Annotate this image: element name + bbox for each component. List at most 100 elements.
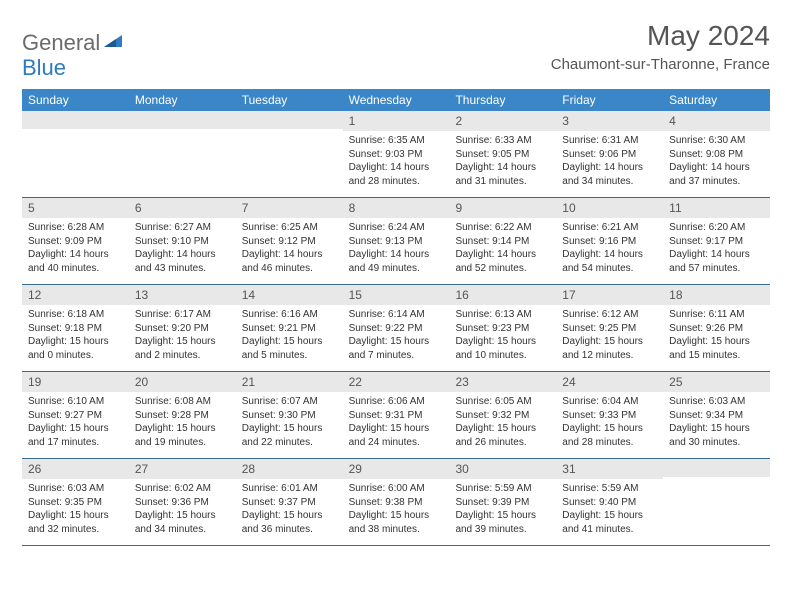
daylight-text: and 39 minutes. — [455, 523, 550, 537]
daylight-text: and 28 minutes. — [349, 175, 444, 189]
day-number: 15 — [343, 285, 450, 305]
logo-general-text: General — [22, 30, 100, 56]
day-content: Sunrise: 6:02 AMSunset: 9:36 PMDaylight:… — [129, 479, 236, 542]
day-number: 5 — [22, 198, 129, 218]
sunset-text: Sunset: 9:40 PM — [562, 496, 657, 510]
day-number: 11 — [663, 198, 770, 218]
sunset-text: Sunset: 9:32 PM — [455, 409, 550, 423]
day-cell: 27Sunrise: 6:02 AMSunset: 9:36 PMDayligh… — [129, 459, 236, 545]
daylight-text: Daylight: 14 hours — [455, 248, 550, 262]
day-cell: 7Sunrise: 6:25 AMSunset: 9:12 PMDaylight… — [236, 198, 343, 284]
daylight-text: and 12 minutes. — [562, 349, 657, 363]
daylight-text: Daylight: 15 hours — [669, 422, 764, 436]
sunset-text: Sunset: 9:25 PM — [562, 322, 657, 336]
day-content: Sunrise: 6:31 AMSunset: 9:06 PMDaylight:… — [556, 131, 663, 194]
title-block: May 2024 Chaumont-sur-Tharonne, France — [551, 20, 770, 73]
day-cell: 4Sunrise: 6:30 AMSunset: 9:08 PMDaylight… — [663, 111, 770, 197]
day-number: 14 — [236, 285, 343, 305]
daylight-text: and 34 minutes. — [135, 523, 230, 537]
sunset-text: Sunset: 9:39 PM — [455, 496, 550, 510]
sunset-text: Sunset: 9:37 PM — [242, 496, 337, 510]
sunrise-text: Sunrise: 6:06 AM — [349, 395, 444, 409]
day-header-wednesday: Wednesday — [343, 89, 450, 111]
day-content: Sunrise: 6:13 AMSunset: 9:23 PMDaylight:… — [449, 305, 556, 368]
day-number: 19 — [22, 372, 129, 392]
sunrise-text: Sunrise: 6:08 AM — [135, 395, 230, 409]
day-cell: 3Sunrise: 6:31 AMSunset: 9:06 PMDaylight… — [556, 111, 663, 197]
daylight-text: Daylight: 15 hours — [562, 509, 657, 523]
daylight-text: and 15 minutes. — [669, 349, 764, 363]
day-number: 1 — [343, 111, 450, 131]
day-content: Sunrise: 6:05 AMSunset: 9:32 PMDaylight:… — [449, 392, 556, 455]
day-header-tuesday: Tuesday — [236, 89, 343, 111]
sunrise-text: Sunrise: 6:16 AM — [242, 308, 337, 322]
day-number: 30 — [449, 459, 556, 479]
daylight-text: and 43 minutes. — [135, 262, 230, 276]
daylight-text: Daylight: 14 hours — [669, 161, 764, 175]
sunrise-text: Sunrise: 6:18 AM — [28, 308, 123, 322]
day-number: 27 — [129, 459, 236, 479]
sunset-text: Sunset: 9:05 PM — [455, 148, 550, 162]
day-content: Sunrise: 6:11 AMSunset: 9:26 PMDaylight:… — [663, 305, 770, 368]
day-content: Sunrise: 6:12 AMSunset: 9:25 PMDaylight:… — [556, 305, 663, 368]
day-number: 7 — [236, 198, 343, 218]
sunset-text: Sunset: 9:28 PM — [135, 409, 230, 423]
sunset-text: Sunset: 9:33 PM — [562, 409, 657, 423]
day-number: 16 — [449, 285, 556, 305]
sunrise-text: Sunrise: 6:17 AM — [135, 308, 230, 322]
empty-day-cell — [129, 111, 236, 197]
daylight-text: Daylight: 15 hours — [562, 335, 657, 349]
day-number: 12 — [22, 285, 129, 305]
week-row: 12Sunrise: 6:18 AMSunset: 9:18 PMDayligh… — [22, 285, 770, 372]
sunset-text: Sunset: 9:34 PM — [669, 409, 764, 423]
day-content: Sunrise: 6:06 AMSunset: 9:31 PMDaylight:… — [343, 392, 450, 455]
day-cell: 10Sunrise: 6:21 AMSunset: 9:16 PMDayligh… — [556, 198, 663, 284]
empty-day-cell — [663, 459, 770, 545]
day-content: Sunrise: 6:18 AMSunset: 9:18 PMDaylight:… — [22, 305, 129, 368]
day-cell: 17Sunrise: 6:12 AMSunset: 9:25 PMDayligh… — [556, 285, 663, 371]
calendar-page: General May 2024 Chaumont-sur-Tharonne, … — [0, 0, 792, 566]
daylight-text: Daylight: 15 hours — [135, 422, 230, 436]
daylight-text: Daylight: 14 hours — [135, 248, 230, 262]
day-cell: 9Sunrise: 6:22 AMSunset: 9:14 PMDaylight… — [449, 198, 556, 284]
day-number: 21 — [236, 372, 343, 392]
daylight-text: Daylight: 15 hours — [455, 422, 550, 436]
sunrise-text: Sunrise: 6:05 AM — [455, 395, 550, 409]
sunset-text: Sunset: 9:18 PM — [28, 322, 123, 336]
daylight-text: and 31 minutes. — [455, 175, 550, 189]
month-title: May 2024 — [551, 20, 770, 52]
daylight-text: and 38 minutes. — [349, 523, 444, 537]
daylight-text: Daylight: 14 hours — [562, 248, 657, 262]
sunset-text: Sunset: 9:09 PM — [28, 235, 123, 249]
sunrise-text: Sunrise: 6:21 AM — [562, 221, 657, 235]
daylight-text: and 40 minutes. — [28, 262, 123, 276]
daylight-text: Daylight: 14 hours — [455, 161, 550, 175]
sunset-text: Sunset: 9:38 PM — [349, 496, 444, 510]
day-cell: 20Sunrise: 6:08 AMSunset: 9:28 PMDayligh… — [129, 372, 236, 458]
daylight-text: Daylight: 14 hours — [669, 248, 764, 262]
sunrise-text: Sunrise: 6:30 AM — [669, 134, 764, 148]
day-cell: 29Sunrise: 6:00 AMSunset: 9:38 PMDayligh… — [343, 459, 450, 545]
day-content: Sunrise: 6:01 AMSunset: 9:37 PMDaylight:… — [236, 479, 343, 542]
daylight-text: and 54 minutes. — [562, 262, 657, 276]
daylight-text: Daylight: 15 hours — [562, 422, 657, 436]
day-number: 17 — [556, 285, 663, 305]
sunrise-text: Sunrise: 6:35 AM — [349, 134, 444, 148]
sunrise-text: Sunrise: 6:20 AM — [669, 221, 764, 235]
day-number — [129, 111, 236, 129]
daylight-text: and 22 minutes. — [242, 436, 337, 450]
day-cell: 28Sunrise: 6:01 AMSunset: 9:37 PMDayligh… — [236, 459, 343, 545]
sunrise-text: Sunrise: 6:14 AM — [349, 308, 444, 322]
sunset-text: Sunset: 9:03 PM — [349, 148, 444, 162]
day-cell: 6Sunrise: 6:27 AMSunset: 9:10 PMDaylight… — [129, 198, 236, 284]
day-number: 2 — [449, 111, 556, 131]
daylight-text: Daylight: 15 hours — [455, 509, 550, 523]
daylight-text: Daylight: 14 hours — [562, 161, 657, 175]
daylight-text: and 57 minutes. — [669, 262, 764, 276]
day-cell: 8Sunrise: 6:24 AMSunset: 9:13 PMDaylight… — [343, 198, 450, 284]
day-number — [663, 459, 770, 477]
empty-day-cell — [236, 111, 343, 197]
sunset-text: Sunset: 9:23 PM — [455, 322, 550, 336]
day-cell: 21Sunrise: 6:07 AMSunset: 9:30 PMDayligh… — [236, 372, 343, 458]
sunrise-text: Sunrise: 6:11 AM — [669, 308, 764, 322]
